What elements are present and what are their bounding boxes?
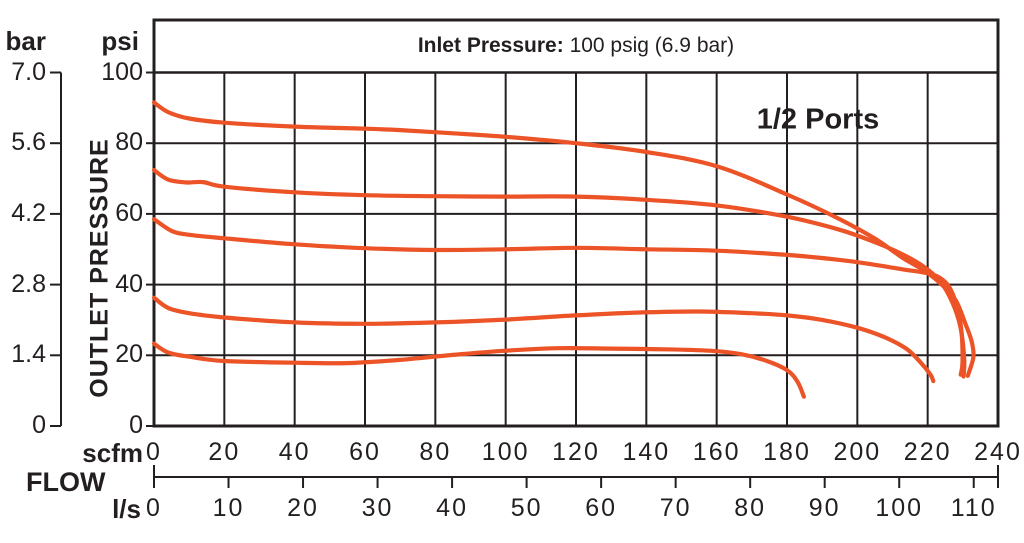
scfm-tick-label: 60 — [349, 438, 381, 466]
ls-tick-label: 70 — [659, 494, 692, 522]
scfm-tick-label: 40 — [278, 438, 311, 466]
bar-tick-label: 5.6 — [11, 128, 46, 157]
scfm-tick-label: 240 — [974, 438, 1022, 466]
psi-tick-label: 0 — [129, 411, 143, 439]
ls-unit-label: l/s — [112, 494, 141, 524]
flow-curve-setting-23-psi — [151, 341, 806, 399]
chart-title: Inlet Pressure: 100 psig (6.9 bar) — [154, 33, 998, 59]
ls-tick-label: 30 — [361, 494, 394, 522]
ls-tick-label: 10 — [212, 494, 245, 522]
ls-tick-label: 60 — [585, 494, 618, 522]
ls-tick-label: 80 — [734, 494, 767, 522]
ls-tick-label: 0 — [146, 494, 162, 522]
scfm-tick-label: 80 — [419, 438, 452, 466]
bar-tick-label: 0 — [32, 411, 46, 439]
scfm-tick-label: 200 — [833, 438, 882, 466]
flow-curve-setting-72-psi — [151, 168, 967, 379]
bar-tick-label: 7.0 — [11, 57, 46, 86]
bar-tick-label: 1.4 — [11, 340, 46, 369]
scfm-unit-label: scfm — [82, 438, 143, 468]
scfm-tick-label: 0 — [146, 438, 162, 466]
flow-curve-setting-58-psi — [151, 217, 965, 377]
scfm-tick-label: 20 — [208, 438, 241, 466]
ports-label: 1/2 Ports — [756, 103, 880, 136]
flow-curve-setting-36-psi — [151, 295, 936, 384]
psi-tick-label: 60 — [115, 198, 143, 227]
ls-tick-label: 40 — [436, 494, 468, 522]
scfm-tick-label: 180 — [763, 438, 811, 466]
ls-tick-label: 100 — [875, 494, 924, 522]
psi-tick-labels: 100 80 60 40 20 0 — [0, 0, 143, 543]
ls-tick-label: 50 — [510, 494, 543, 522]
psi-tick-label: 20 — [115, 340, 143, 369]
scfm-tick-label: 120 — [552, 438, 600, 466]
bar-tick-label: 2.8 — [11, 269, 46, 298]
x-axis-title: FLOW — [26, 467, 106, 497]
psi-tick-label: 80 — [115, 128, 143, 157]
psi-unit-label: psi — [101, 26, 139, 56]
inlet-pressure-label: Inlet Pressure: — [417, 34, 564, 57]
ls-tick-label: 20 — [287, 494, 319, 522]
psi-tick-label: 100 — [101, 57, 143, 86]
bar-unit-label: bar — [5, 26, 46, 56]
bar-tick-labels: 7.0 5.6 4.2 2.8 1.4 0 — [0, 0, 46, 543]
scfm-tick-label: 220 — [903, 438, 952, 466]
scfm-tick-label: 100 — [481, 438, 530, 466]
ls-tick-label: 110 — [950, 494, 997, 522]
ls-tick-label: 90 — [808, 494, 841, 522]
bar-tick-label: 4.2 — [11, 198, 46, 227]
scfm-tick-label: 140 — [622, 438, 671, 466]
psi-tick-label: 40 — [115, 269, 143, 298]
scfm-tick-label: 160 — [692, 438, 741, 466]
inlet-pressure-value: 100 psig (6.9 bar) — [569, 34, 735, 57]
